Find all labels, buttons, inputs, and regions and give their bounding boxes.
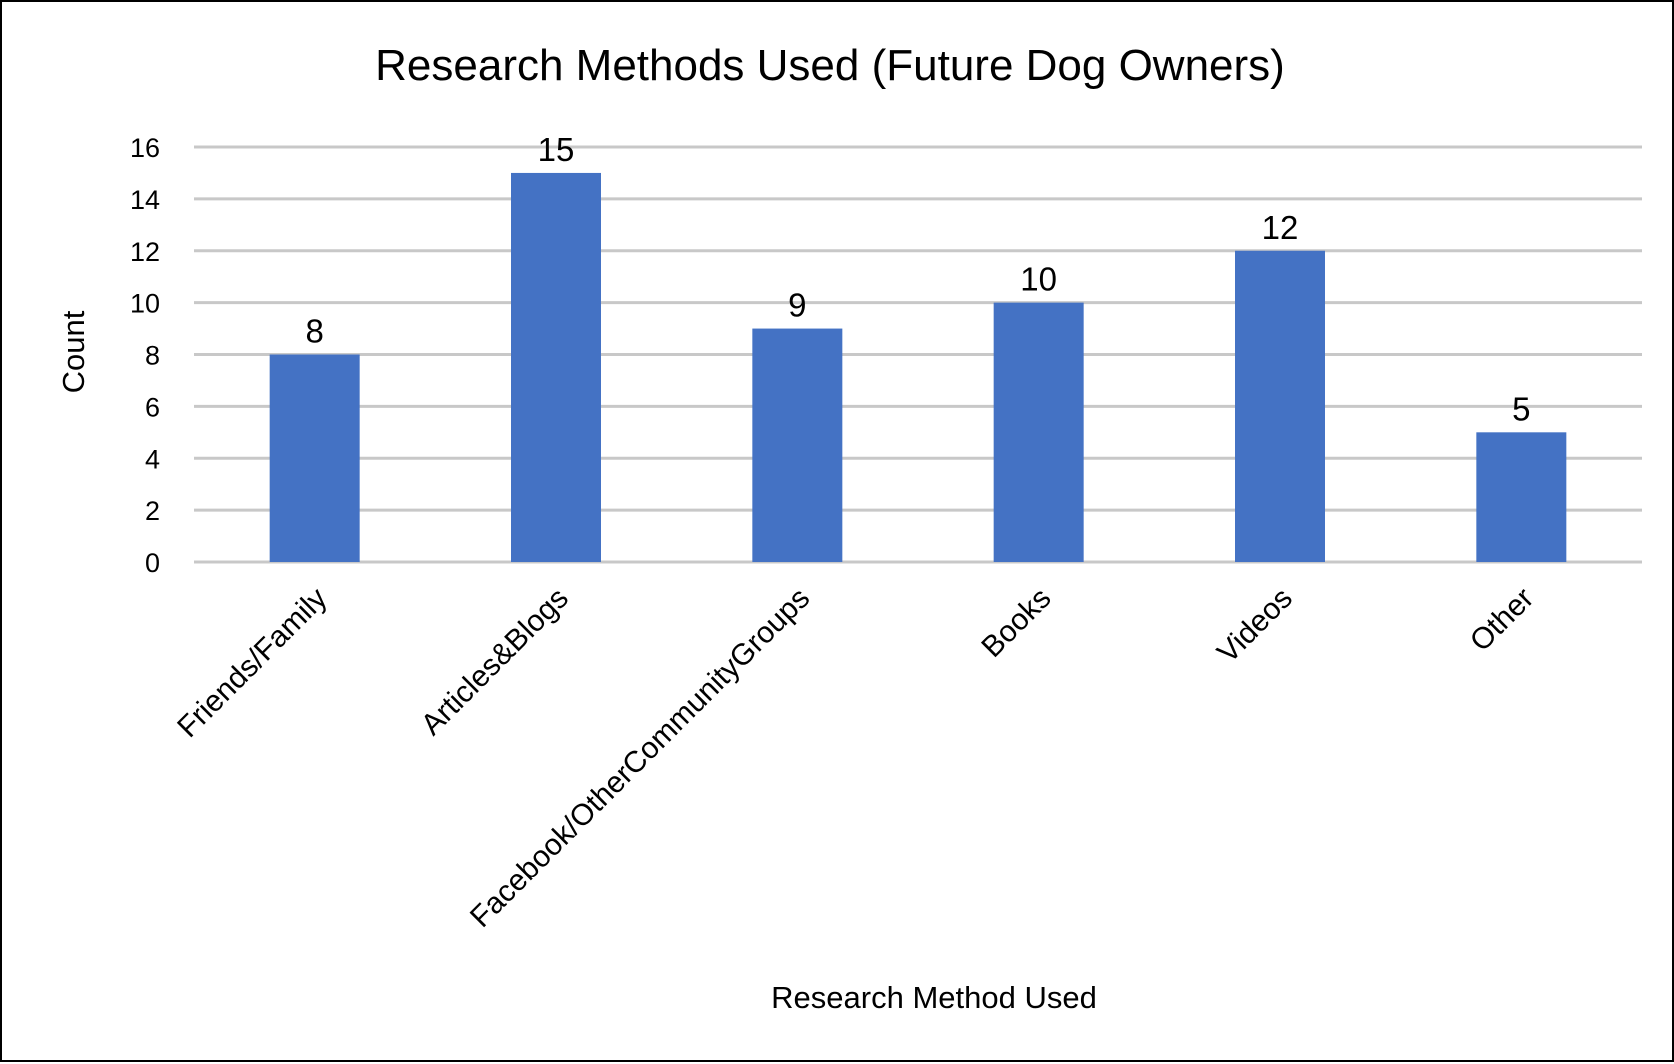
- data-label: 15: [538, 131, 575, 168]
- data-label: 12: [1262, 209, 1299, 246]
- y-axis-title: Count: [56, 310, 91, 393]
- x-axis-title: Research Method Used: [771, 980, 1097, 1015]
- category-label: Other: [1464, 582, 1540, 658]
- data-labels: 8 15 9 10 12 5: [305, 131, 1530, 427]
- category-label: Articles&Blogs: [415, 582, 575, 742]
- y-tick-label: 6: [145, 392, 160, 422]
- y-tick-label: 0: [145, 548, 160, 578]
- y-tick-label: 10: [130, 289, 160, 319]
- category-label: Books: [975, 582, 1057, 664]
- y-tick-label: 14: [130, 185, 160, 215]
- data-label: 9: [788, 287, 806, 324]
- bar: [993, 302, 1084, 562]
- chart-title: Research Methods Used (Future Dog Owners…: [375, 41, 1285, 90]
- y-tick-label: 4: [145, 444, 160, 474]
- bar: [752, 328, 843, 562]
- y-tick-labels: 0 2 4 6 8 10 12 14 16: [130, 133, 160, 578]
- bar: [1476, 432, 1567, 562]
- data-label: 5: [1512, 390, 1530, 427]
- category-label: Friends/Family: [171, 582, 333, 744]
- bar: [269, 354, 360, 562]
- bar: [511, 172, 601, 562]
- bars: [269, 172, 1567, 562]
- gridlines: [194, 145, 1642, 564]
- y-tick-label: 8: [145, 341, 160, 371]
- y-tick-label: 12: [130, 237, 160, 267]
- y-tick-label: 2: [145, 496, 160, 526]
- category-label: Videos: [1211, 582, 1299, 670]
- data-label: 8: [305, 313, 323, 350]
- y-tick-label: 16: [130, 133, 160, 163]
- category-labels: Friends/Family Articles&BlogsFacebook/Oth…: [171, 582, 1540, 934]
- bar: [1235, 250, 1325, 562]
- data-label: 10: [1020, 261, 1057, 298]
